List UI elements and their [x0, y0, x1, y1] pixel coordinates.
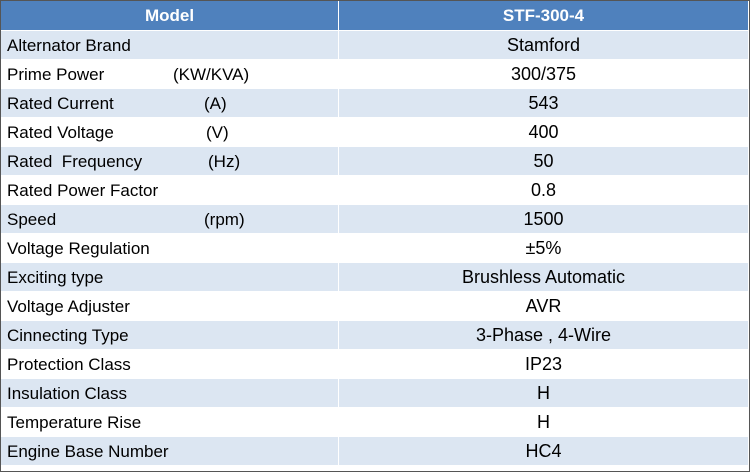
table-row: Speed (rpm) 1500: [1, 205, 749, 234]
table-row: Rated Frequency (Hz) 50: [1, 147, 749, 176]
table-row: Exciting type Brushless Automatic: [1, 263, 749, 292]
value-cell: Stamford: [339, 31, 749, 60]
row-label: Rated Power Factor: [7, 181, 159, 200]
label-cell: Exciting type: [1, 263, 339, 292]
row-unit: (V): [206, 123, 229, 142]
row-label: Rated Frequency: [7, 152, 143, 171]
value-cell: 1500: [339, 205, 749, 234]
table-row: Protection Class IP23: [1, 350, 749, 379]
table-row: Prime Power (KW/KVA) 300/375: [1, 60, 749, 89]
value-cell: 300/375: [339, 60, 749, 89]
row-unit: (rpm): [204, 210, 245, 229]
row-label: Rated Voltage: [7, 123, 114, 142]
value-cell: HC4: [339, 437, 749, 466]
value-cell: ±5%: [339, 234, 749, 263]
table-row: Insulation Class H: [1, 379, 749, 408]
row-label: Protection Class: [7, 355, 131, 374]
row-label: Speed: [7, 210, 57, 229]
label-cell: Rated Voltage (V): [1, 118, 339, 147]
label-cell: Prime Power (KW/KVA): [1, 60, 339, 89]
table-row: Cinnecting Type 3-Phase , 4-Wire: [1, 321, 749, 350]
label-cell: Rated Power Factor: [1, 176, 339, 205]
row-label: Alternator Brand: [7, 36, 131, 55]
table-row: Rated Voltage (V) 400: [1, 118, 749, 147]
row-label: Voltage Adjuster: [7, 297, 130, 316]
value-cell: 50: [339, 147, 749, 176]
header-cell: STF-300-4: [339, 1, 749, 31]
value-cell: 3-Phase , 4-Wire: [339, 321, 749, 350]
value-cell: 0.8: [339, 176, 749, 205]
value-cell: H: [339, 379, 749, 408]
label-cell: Speed (rpm): [1, 205, 339, 234]
label-cell: Temperature Rise: [1, 408, 339, 437]
value-cell: 543: [339, 89, 749, 118]
value-cell: H: [339, 408, 749, 437]
label-cell: Insulation Class: [1, 379, 339, 408]
row-label: Temperature Rise: [7, 413, 142, 432]
table-row: Voltage Regulation ±5%: [1, 234, 749, 263]
label-cell: Protection Class: [1, 350, 339, 379]
row-label: Prime Power: [7, 65, 105, 84]
table-row: Engine Base Number HC4: [1, 437, 749, 466]
row-label: Exciting type: [7, 268, 104, 287]
label-cell: Rated Current (A): [1, 89, 339, 118]
label-cell: Cinnecting Type: [1, 321, 339, 350]
table-row: Rated Power Factor 0.8: [1, 176, 749, 205]
table-row: Temperature Rise H: [1, 408, 749, 437]
table-row: Voltage Adjuster AVR: [1, 292, 749, 321]
row-unit: (Hz): [208, 152, 241, 171]
label-cell: Voltage Regulation: [1, 234, 339, 263]
label-cell: Voltage Adjuster: [1, 292, 339, 321]
row-unit: (KW/KVA): [173, 65, 250, 84]
table-row: Rated Current (A) 543: [1, 89, 749, 118]
row-label: Engine Base Number: [7, 442, 169, 461]
label-cell: Engine Base Number: [1, 437, 339, 466]
label-cell: Rated Frequency (Hz): [1, 147, 339, 176]
value-cell: 400: [339, 118, 749, 147]
row-label: Insulation Class: [7, 384, 128, 403]
label-cell: Alternator Brand: [1, 31, 339, 60]
value-cell: AVR: [339, 292, 749, 321]
value-cell: IP23: [339, 350, 749, 379]
table-row: Alternator Brand Stamford: [1, 31, 749, 60]
header-cell: Model: [1, 1, 339, 31]
row-label: Rated Current: [7, 94, 114, 113]
row-label: Cinnecting Type: [7, 326, 129, 345]
row-unit: (A): [204, 94, 227, 113]
row-label: Voltage Regulation: [7, 239, 150, 258]
header-row: Model STF-300-4: [1, 1, 749, 31]
value-cell: Brushless Automatic: [339, 263, 749, 292]
